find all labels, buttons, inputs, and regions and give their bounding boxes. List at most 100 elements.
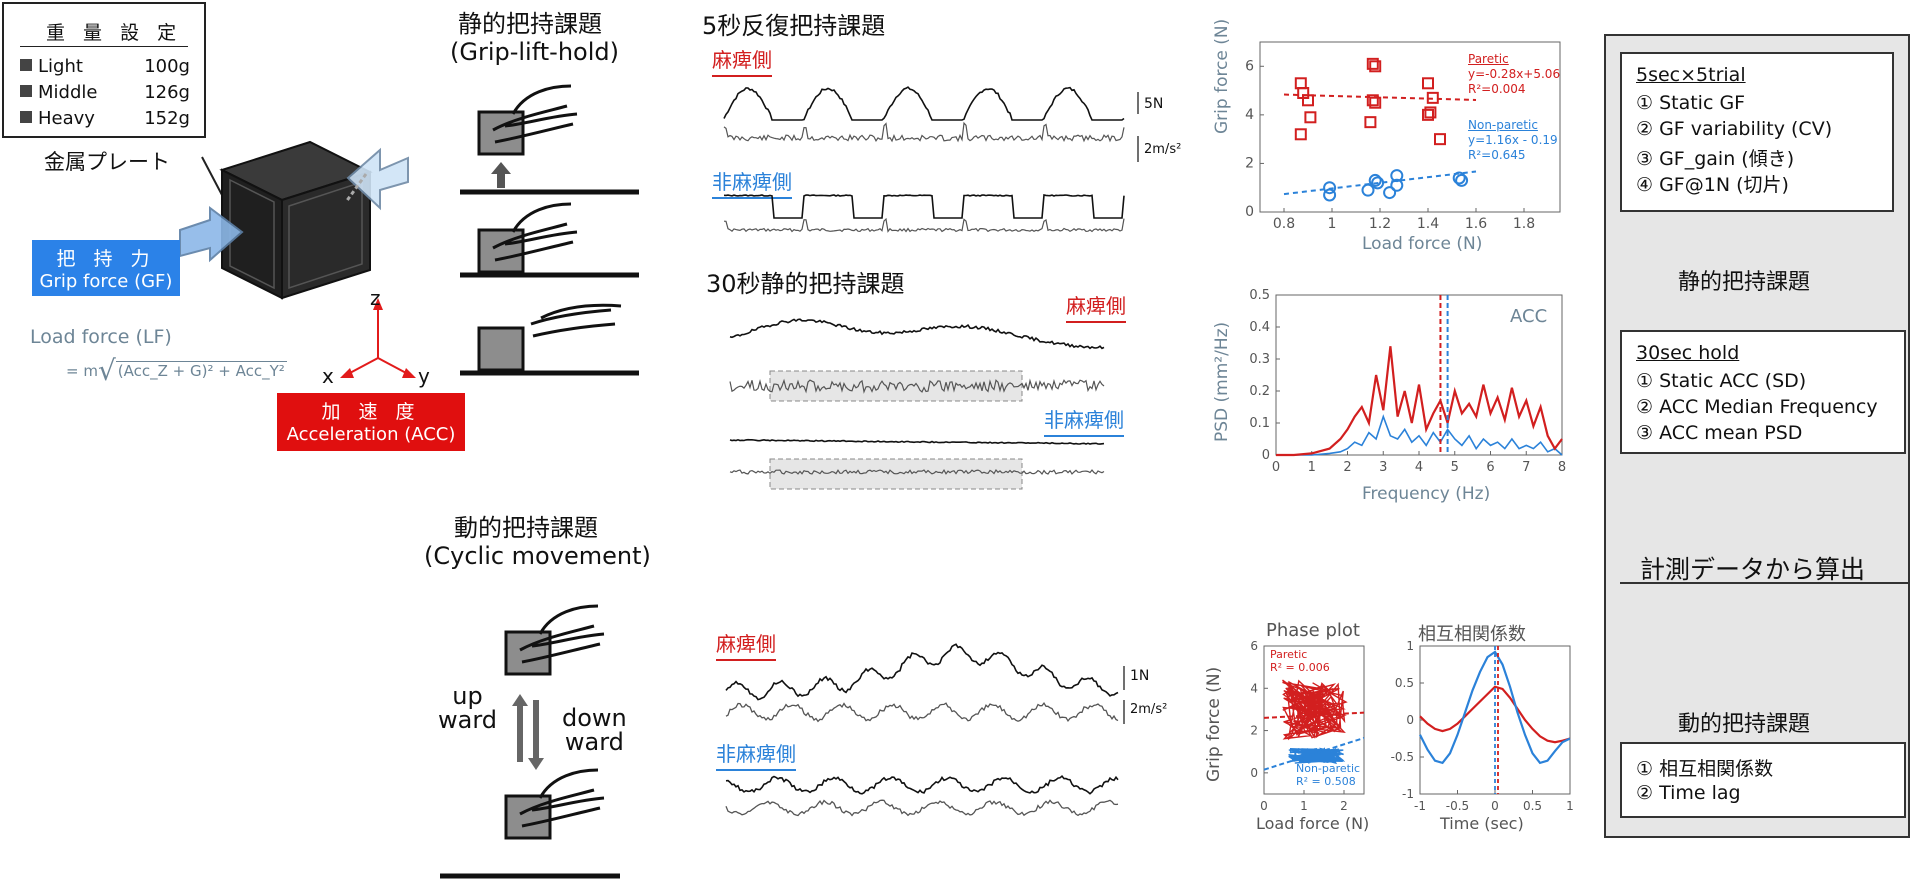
data-point-paretic [1294,128,1307,141]
x-tick-label: 4 [1415,460,1423,475]
data-point-paretic [1294,77,1307,90]
x-tick-label: 2 [1343,460,1351,475]
data-point-paretic [1364,116,1377,129]
grip-force-label: 把 持 力 Grip force (GF) [32,240,180,296]
x-tick-label: 3 [1379,460,1387,475]
x-tick-label: 0 [1272,460,1280,475]
data-point-paretic [1369,96,1382,109]
trace-cyclic-paretic-acc [725,701,1119,723]
weight-settings-box: 重 量 設 定 Light 100g Middle 126g Heavy 152g [2,2,206,138]
nonparetic-label-hold: 非麻痺側 [1044,404,1124,437]
y-tick-label: 1 [1406,639,1414,653]
hold-task-title: 30秒静的把持課題 [706,270,905,298]
data-point-nonparetic [1323,181,1337,195]
y-tick-label: 0.4 [1249,320,1270,335]
data-point-nonparetic [1371,176,1385,190]
dynamic-task-title-en: (Cyclic movement) [424,542,651,570]
paretic-label-repeat: 麻痺側 [712,44,772,77]
weight-row-heavy: Heavy 152g [20,108,190,129]
weight-label: Light [38,56,83,77]
grip-force-jp: 把 持 力 [56,248,156,270]
y-tick-label: 4 [1250,681,1258,695]
x-tick-label: 0 [1491,799,1499,813]
y-tick-label: 2 [1245,155,1254,171]
data-point-paretic [1422,108,1434,121]
trace-repeat-nonparetic-gf [723,194,1125,219]
x-tick-label: 1.8 [1513,216,1535,232]
x-tick-label: 5 [1451,460,1459,475]
acceleration-label: 加 速 度 Acceleration (ACC) [277,393,465,451]
chart2-ylabel: PSD (mm²/Hz) [1212,321,1232,442]
x-tick-label: 1.2 [1369,216,1391,232]
static-section-label: 静的把持課題 [1678,270,1811,295]
legend-paretic-r2: R²=0.004 [1468,82,1526,96]
trace-cyclic-nonparetic-gf [725,774,1119,795]
nonparetic-label-repeat: 非麻痺側 [712,166,792,199]
equation-body: (Acc_Z + G)² + Acc_Y² [115,361,287,380]
x-tick-label: 8 [1558,460,1566,475]
psd-line-nonparetic [1276,414,1563,456]
xcorr-line-nonparetic [1419,650,1571,765]
hold-metrics-title: 30sec hold [1636,342,1740,364]
dynamic-task-title-jp: 動的把持課題 [454,514,598,542]
data-point-paretic [1302,94,1314,107]
y-tick-label: 0 [1245,204,1254,220]
dynamic-metrics-box: ① 相互相関係数 ② Time lag [1620,742,1906,818]
data-point-paretic [1304,111,1317,124]
trace-hold-nonparetic-acc [729,468,1105,476]
grip-force-en: Grip force (GF) [39,271,173,292]
repeat-task-title: 5秒反復把持課題 [702,12,886,40]
metric-item: ② GF variability (CV) [1636,118,1833,140]
plot-frame [1259,41,1561,213]
upward-line1: up [452,682,483,710]
chart3-ylabel: Grip force (N) [1204,666,1224,782]
repeat-metrics-title: 5sec×5trial [1636,64,1746,86]
metric-item: ② ACC Median Frequency [1636,396,1878,418]
psd-line-paretic [1276,346,1563,457]
metrics-panel: 5sec×5trial ① Static GF ② GF variability… [1604,34,1910,838]
data-point-paretic [1366,57,1379,70]
x-tick-label: 1.4 [1417,216,1439,232]
divider [20,46,188,47]
x-tick-label: 0 [1260,799,1268,813]
chart2-xlabel: Frequency (Hz) [1362,484,1491,504]
data-point-nonparetic [1361,183,1375,197]
axis-x-label: x [322,364,334,388]
legend-paretic-name: Paretic [1468,52,1509,66]
phase-fit-line [1263,711,1365,719]
acc-psd-chart: 0 1 2 3 4 5 6 7 8 0 0.1 0.2 0.3 0.4 0.5 [1249,288,1566,475]
phase-trajectory-paretic [1282,679,1348,741]
repeat-metrics-box: 5sec×5trial ① Static GF ② GF variability… [1620,52,1894,212]
weight-label: Heavy [38,108,95,129]
trace-hold-nonparetic-gf [729,438,1105,445]
chart2-acc-tag: ACC [1510,306,1548,327]
axis-arrows-illustration [340,298,416,378]
x-tick-label: 1.6 [1465,216,1487,232]
data-point-nonparetic [1452,171,1466,185]
x-tick-label: 2 [1340,799,1348,813]
upward-line2: ward [438,706,498,734]
x-tick-label: 1 [1308,460,1316,475]
legend-nonparetic-name: Non-paretic [1468,118,1538,132]
y-tick-label: 4 [1245,107,1254,123]
y-tick-label: 2 [1250,724,1258,738]
x-tick-label: 7 [1522,460,1530,475]
y-tick-label: 0 [1406,713,1414,727]
trace-repeat-paretic-gf [723,86,1125,121]
axis-y-label: y [418,364,430,388]
chart1-paretic-legend: Paretic y=-0.28x+5.06 R²=0.004 [1468,52,1560,97]
y-tick-label: 0.5 [1249,288,1270,303]
x-tick-label: 1 [1328,216,1337,232]
weight-settings-title: 重 量 設 定 [46,22,183,44]
data-point-paretic [1369,60,1382,73]
trace-cyclic-paretic-gf [725,643,1119,701]
x-tick-label: 1 [1300,799,1308,813]
legend-nonparetic-r2: R² = 0.508 [1296,775,1356,788]
metric-item: ③ ACC mean PSD [1636,422,1803,444]
xcorr-line-paretic [1419,685,1571,744]
trace-repeat-nonparetic-acc [723,217,1125,233]
legend-paretic-eq: y=-0.28x+5.06 [1468,67,1561,81]
bullet-icon [20,111,32,123]
y-tick-label: 6 [1245,58,1254,74]
chart3-xlabel: Load force (N) [1256,814,1370,833]
